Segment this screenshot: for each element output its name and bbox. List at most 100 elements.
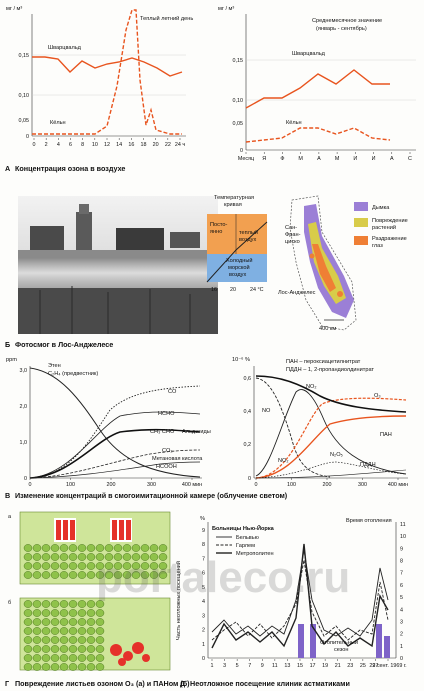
y-tick: 5 — [202, 585, 205, 591]
x-tick: 400 мин — [182, 482, 202, 488]
y-tick: 1 — [202, 642, 205, 648]
x-tick: 24 ч — [175, 142, 185, 148]
temperature-profile: Температурная кривая Посто- янно теплый … — [206, 195, 268, 293]
label-ch3cho: CH₃ CHO — [150, 429, 175, 435]
x-tick: 6 — [69, 142, 72, 148]
y-tick: 6 — [400, 583, 403, 589]
y-tick: 3 — [202, 613, 205, 619]
label-co: CO — [168, 389, 177, 395]
caption-b: Фотосмог в Лос-Анджелесе — [15, 340, 113, 349]
y-tick: 0 — [240, 148, 243, 154]
x-ticks: 0 100 200 300 400 мин — [255, 478, 408, 488]
legend-pan: ПАН – пероксиацетилнитрат — [286, 359, 361, 365]
x-tick: М — [335, 156, 340, 162]
heating-season-1: Отопительный — [320, 639, 358, 646]
x-tick: 12 — [104, 142, 110, 148]
heating-bar — [384, 636, 390, 658]
right-a-title-line2: (январь - сентябрь) — [316, 26, 367, 32]
label-koeln-monthly: Кёльн — [286, 120, 302, 126]
panel-v-right-chart: 10⁻⁶ % 0,6 0,4 0,2 0 0 100 200 300 400 мин П… — [232, 356, 408, 488]
x-tick: 13 — [284, 663, 290, 669]
series-line-schwarzwald-day — [32, 56, 183, 77]
x-tick: 300 — [358, 482, 367, 488]
watermark: portaleco.ru — [96, 553, 350, 602]
legend-metropolitan: Метрополитен — [236, 551, 274, 557]
plant-damage-zone — [308, 222, 346, 304]
y-tick: 2 — [400, 632, 403, 638]
curve-o3 — [255, 397, 407, 479]
label-temp-curve-2: кривая — [224, 202, 242, 208]
x-tick: И — [372, 156, 376, 162]
caption-g: Повреждение листьев озоном О₃ (а) и ПАНо… — [15, 679, 190, 688]
curve-n2o5 — [255, 461, 407, 479]
curve-no — [255, 377, 331, 478]
x-tick: 29 сент. 1969 г. — [369, 663, 406, 669]
label-formic: Метановая кислота — [152, 456, 203, 462]
map-legend: Дымка Повреждение растений Раздражение г… — [354, 202, 408, 249]
y-tick: 4 — [202, 599, 205, 605]
caption-letter-g: Г — [5, 679, 9, 688]
heating-bar — [298, 624, 304, 658]
caption-d: Неотложное посещение клиник астматиками — [190, 679, 350, 688]
x-tick: И — [353, 156, 357, 162]
x-tick: А — [317, 156, 321, 162]
label-warm-day: Теплый летний день — [140, 15, 193, 22]
curve-no2 — [255, 389, 407, 477]
y-tick: 7 — [202, 556, 205, 562]
x-tick: 3 — [223, 663, 226, 669]
x-tick: А — [390, 156, 394, 162]
x-tick: 300 — [147, 482, 156, 488]
y-tick: 8 — [400, 559, 403, 565]
panel-b: Температурная кривая Посто- янно теплый … — [5, 195, 408, 349]
x-tick: 25 — [360, 663, 366, 669]
y-tick: 2 — [202, 628, 205, 634]
y-tick: 0 — [400, 656, 403, 662]
y-tick: 0,6 — [244, 376, 252, 382]
map-la: Лос-Анджелес — [278, 290, 316, 296]
x-tick: Ф — [280, 156, 284, 162]
y-tick: 0,10 — [19, 93, 30, 99]
legend-swatch-haze — [354, 202, 368, 211]
heating-title: Время отопления — [346, 518, 392, 524]
x-tick: 2 — [45, 142, 48, 148]
y-tick: 0,05 — [19, 118, 30, 124]
x-tick: 200 — [323, 482, 332, 488]
curve-ethene — [29, 367, 201, 478]
legend-swatch-eye-irritation — [354, 236, 368, 245]
legend-eye-2: глаз — [372, 243, 383, 249]
right-a-title-line1: Среднемесячное значение — [312, 18, 382, 24]
x-tick: 10 — [92, 142, 98, 148]
y-tick: 0 — [248, 476, 251, 482]
series-line-koeln-day — [32, 9, 182, 135]
panel-a-right-chart: мг / м³ 0,15 0,10 0,05 0 Месяц Я Ф М А М И И А С … — [218, 6, 416, 162]
y-tick: 3 — [400, 619, 403, 625]
x-tick: 23 — [347, 663, 353, 669]
x-tick: 18 — [141, 142, 147, 148]
map-sf-2: Фран- — [285, 232, 301, 238]
y-tick: 0,15 — [19, 53, 30, 59]
series-metropolitan — [211, 543, 389, 649]
panel-d: % Часть неотложных посещений 9876543210 … — [175, 516, 407, 688]
label-ethene-1: Этен — [48, 363, 61, 369]
temp-tick: 20 — [230, 287, 236, 293]
temp-tick: 24 °С — [250, 287, 264, 293]
legend-swatch-plant-damage — [354, 218, 368, 227]
y-tick: 0 — [202, 656, 205, 662]
y-tick: 1,0 — [20, 440, 28, 446]
curve-aldehydes — [29, 428, 201, 479]
x-tick: 15 — [297, 663, 303, 669]
y-tick: 1 — [400, 644, 403, 650]
x-tick: 20 — [153, 142, 159, 148]
curve-hcooh — [29, 461, 201, 479]
map-sf-3: циско — [285, 239, 300, 245]
legend-harlem: Гарлем — [236, 543, 255, 549]
label-cold-2: морской — [228, 264, 250, 271]
series-line-schwarzwald-monthly — [245, 69, 390, 109]
label-no: NO — [262, 408, 271, 414]
x-tick: 22 — [165, 142, 171, 148]
label-co2: CO₂ — [162, 448, 173, 454]
leaf-section-b: б — [8, 597, 171, 671]
x-tick: 27 — [372, 663, 378, 669]
x-tick: 11 — [272, 663, 278, 669]
label-temp-curve-1: Температурная — [214, 195, 254, 201]
